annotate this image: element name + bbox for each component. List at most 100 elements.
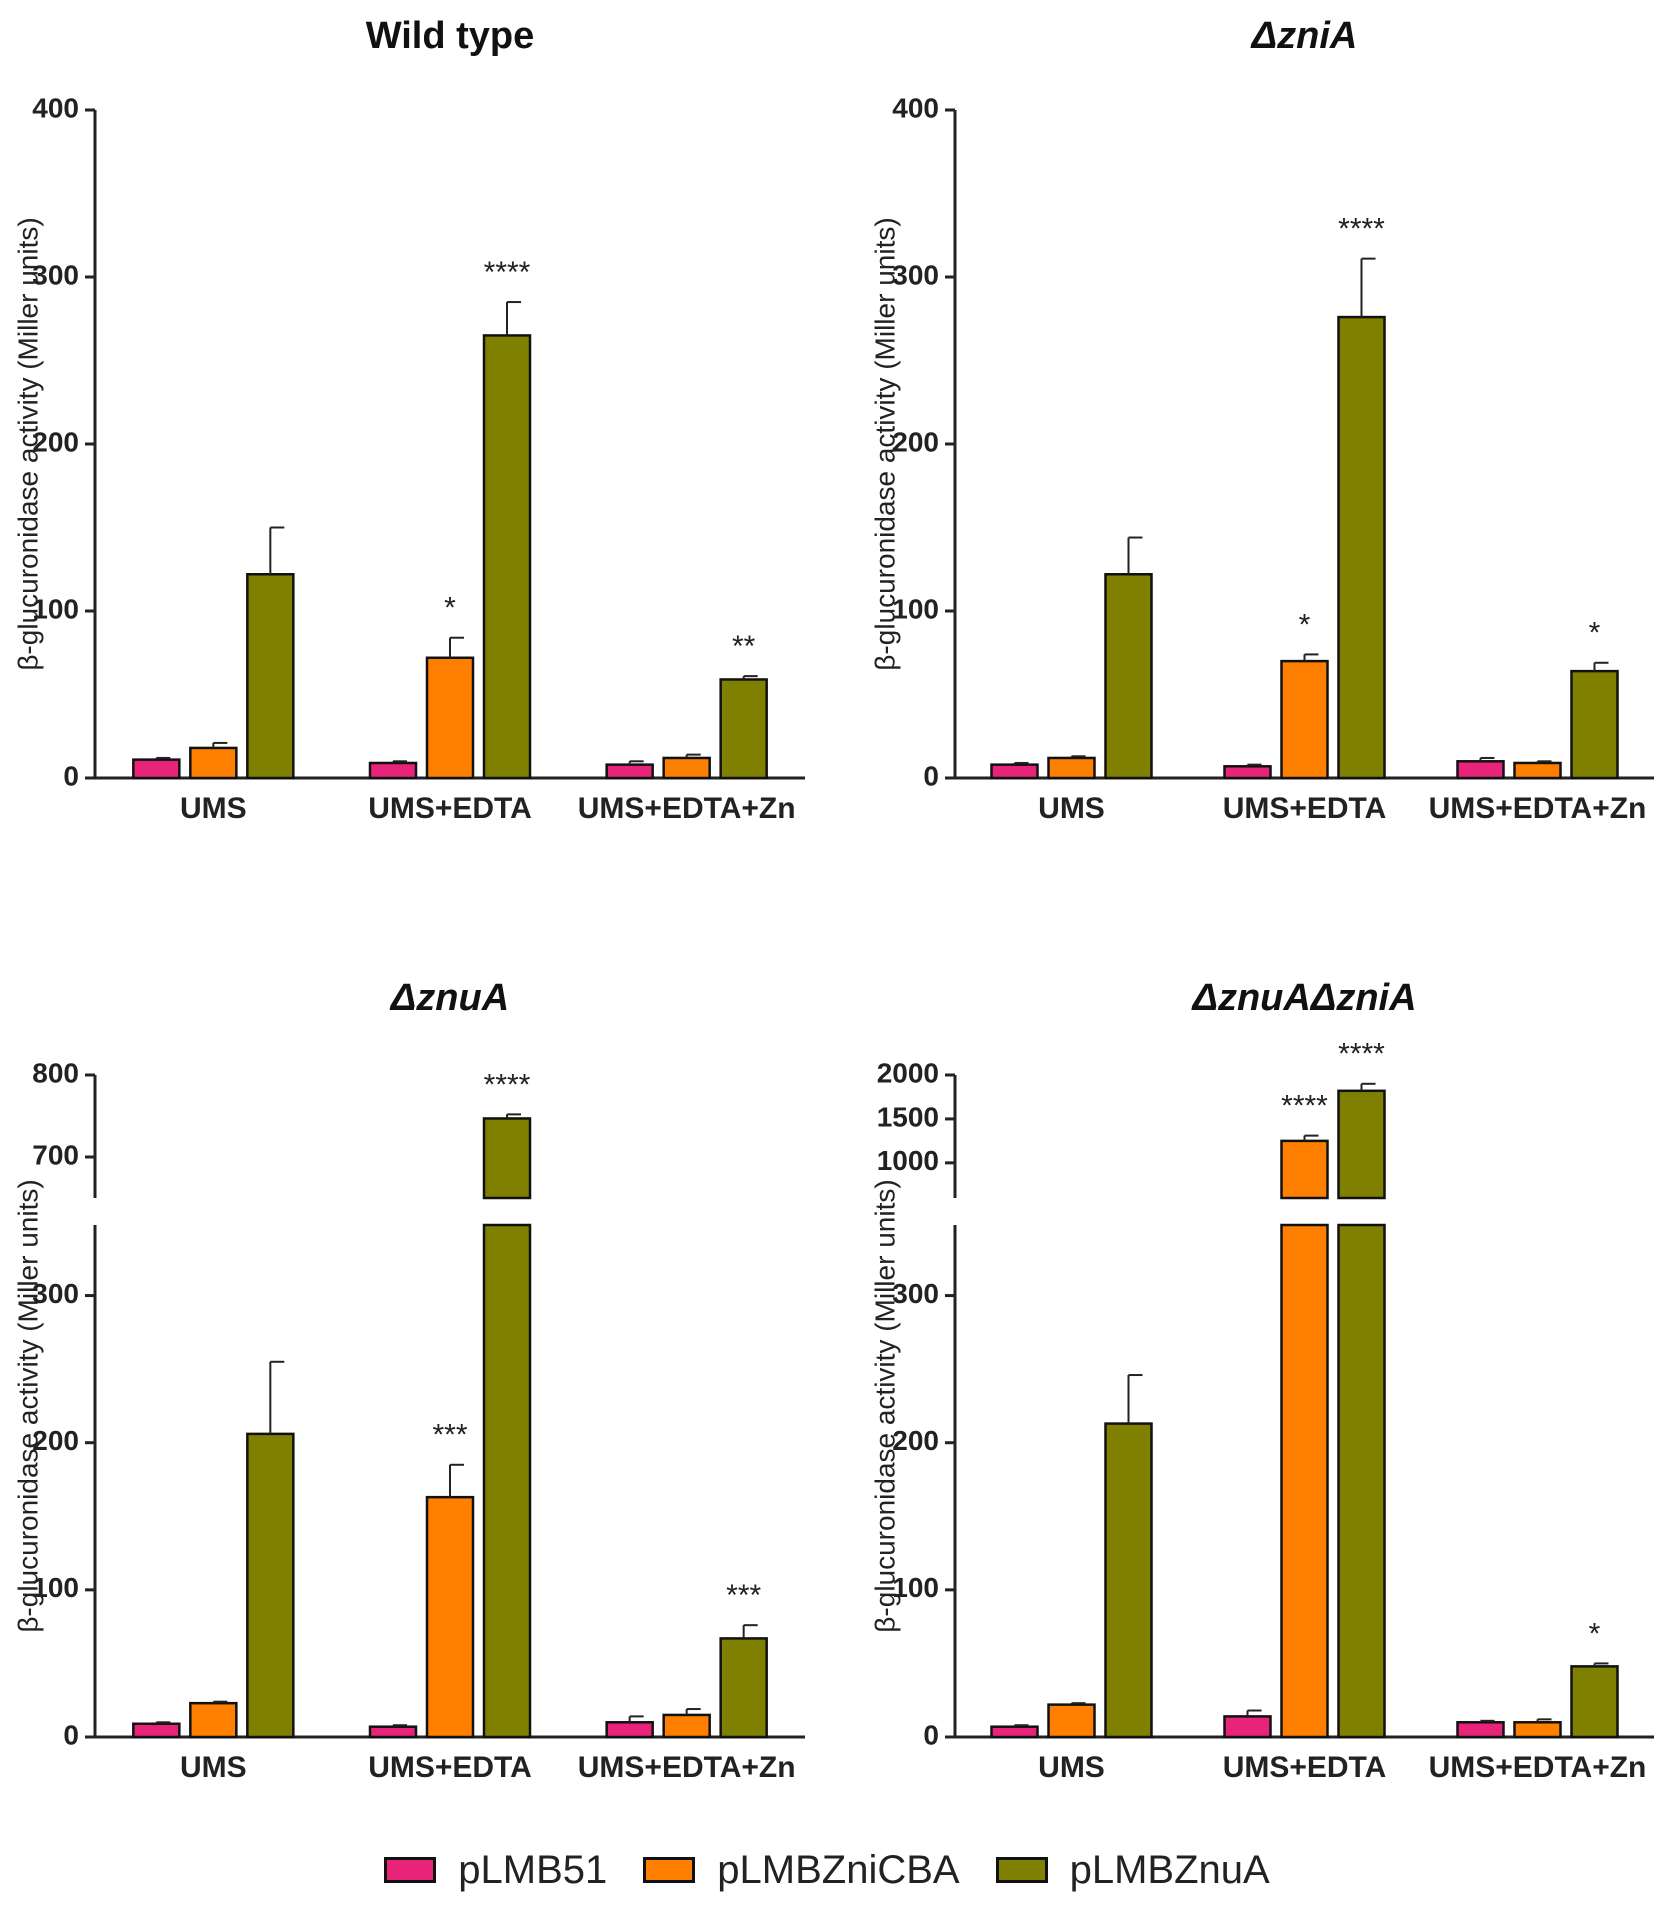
legend: pLMB51 pLMBZniCBA pLMBZnuA [0, 1840, 1654, 1900]
significance-label: **** [1281, 1090, 1328, 1123]
bar [425, 1495, 475, 1739]
bar [990, 1725, 1039, 1739]
bar [1104, 573, 1153, 780]
y-tick-label: 0 [63, 1719, 79, 1750]
chart-panel-4: ΔznuAΔzniA β-glucuronidase activity (Mill… [869, 977, 1654, 1784]
bar [246, 573, 295, 780]
bar [662, 756, 711, 780]
bar [425, 656, 475, 780]
significance-label: **** [484, 1068, 531, 1101]
chart-title: ΔznuAΔzniA [1190, 977, 1416, 1019]
legend-item-plmb51: pLMB51 [384, 1848, 607, 1893]
significance-label: **** [1338, 1038, 1385, 1071]
chart-panel-3: ΔznuA β-glucuronidase activity (Miller un… [12, 977, 805, 1784]
bar-upper [1337, 1089, 1386, 1200]
bar [482, 1223, 532, 1739]
chart-title: Wild type [366, 15, 535, 57]
x-tick-label: UMS+EDTA [1223, 1751, 1387, 1784]
bar [1047, 756, 1096, 780]
legend-swatch-plmbznicba [643, 1857, 696, 1883]
x-tick-label: UMS+EDTA [368, 792, 532, 825]
y-tick-label: 200 [32, 1425, 79, 1456]
bar [1456, 760, 1505, 780]
bar [482, 334, 532, 780]
chart-title: ΔzniA [1250, 15, 1358, 57]
y-tick-label: 200 [892, 1425, 939, 1456]
bar-upper [482, 1117, 532, 1200]
chart-panel-2: ΔzniA β-glucuronidase activity (Miller un… [869, 15, 1654, 825]
bar [1280, 1223, 1329, 1739]
y-tick-label-upper: 1500 [877, 1101, 939, 1132]
x-tick-label: UMS+EDTA [368, 1751, 532, 1784]
x-tick-label: UMS [1038, 1751, 1105, 1784]
legend-item-plmbznua: pLMBZnuA [995, 1847, 1270, 1893]
y-tick-label-upper: 1000 [877, 1145, 939, 1176]
x-tick-label: UMS+EDTA+Zn [578, 1751, 796, 1784]
bar [719, 1637, 768, 1739]
y-axis-label: β-glucuronidase activity (Miller units) [12, 1179, 43, 1632]
y-axis-label: β-glucuronidase activity (Miller units) [869, 1179, 900, 1632]
y-tick-label: 0 [923, 760, 939, 791]
y-tick-label: 100 [32, 593, 79, 624]
significance-label: * [444, 592, 456, 625]
significance-label: *** [726, 1579, 761, 1612]
bar [246, 1432, 295, 1739]
bar [662, 1713, 711, 1739]
bar-upper [1280, 1139, 1329, 1200]
y-tick-label: 100 [892, 1572, 939, 1603]
bar [1223, 765, 1272, 780]
bar [368, 761, 418, 780]
y-axis-label: β-glucuronidase activity (Miller units) [12, 217, 43, 670]
y-tick-label-upper: 800 [32, 1057, 79, 1088]
bar [1456, 1721, 1505, 1739]
x-tick-label: UMS+EDTA+Zn [1429, 792, 1647, 825]
significance-label: * [1589, 1617, 1601, 1650]
legend-label-plmbznicba: pLMBZniCBA [717, 1847, 960, 1892]
y-tick-label: 400 [892, 92, 939, 123]
y-tick-label: 200 [32, 426, 79, 457]
y-axis-label: β-glucuronidase activity (Miller units) [869, 217, 900, 670]
y-tick-label: 100 [32, 1572, 79, 1603]
bar [368, 1725, 418, 1739]
y-tick-label-upper: 2000 [877, 1057, 939, 1088]
y-tick-label: 100 [892, 593, 939, 624]
bar [1337, 315, 1386, 780]
x-tick-label: UMS [180, 1751, 247, 1784]
significance-label: * [1299, 608, 1311, 641]
y-tick-label-upper: 700 [32, 1139, 79, 1170]
significance-label: ** [732, 630, 756, 663]
bar [1337, 1223, 1386, 1739]
x-tick-label: UMS+EDTA [1223, 792, 1387, 825]
bar [605, 1721, 654, 1739]
legend-item-plmbznicba: pLMBZniCBA [643, 1847, 960, 1893]
y-tick-label: 300 [32, 259, 79, 290]
bar [1570, 1665, 1619, 1739]
legend-swatch-plmb51 [384, 1857, 437, 1883]
y-tick-label: 400 [32, 92, 79, 123]
bar [132, 1722, 181, 1739]
bar [1570, 669, 1619, 780]
chart-panel-1: Wild type β-glucuronidase activity (Mille… [12, 15, 805, 825]
y-tick-label: 0 [63, 760, 79, 791]
legend-label-plmbznua: pLMBZnuA [1069, 1847, 1270, 1892]
x-tick-label: UMS [1038, 792, 1105, 825]
bar [1047, 1703, 1096, 1739]
chart-title: ΔznuA [389, 977, 509, 1019]
significance-label: * [1589, 617, 1601, 650]
bar [990, 763, 1039, 780]
bar [1104, 1422, 1153, 1739]
bar [719, 678, 768, 780]
bar [1280, 659, 1329, 780]
y-tick-label: 300 [32, 1278, 79, 1309]
bar [1223, 1715, 1272, 1739]
bar [189, 1701, 238, 1739]
bar [605, 763, 654, 780]
legend-label-plmb51: pLMB51 [458, 1847, 608, 1892]
x-tick-label: UMS [180, 792, 247, 825]
y-tick-label: 300 [892, 259, 939, 290]
bar [1513, 1721, 1562, 1739]
x-tick-label: UMS+EDTA+Zn [578, 792, 796, 825]
significance-label: **** [484, 256, 531, 289]
y-tick-label: 0 [923, 1719, 939, 1750]
significance-label: **** [1338, 213, 1385, 246]
